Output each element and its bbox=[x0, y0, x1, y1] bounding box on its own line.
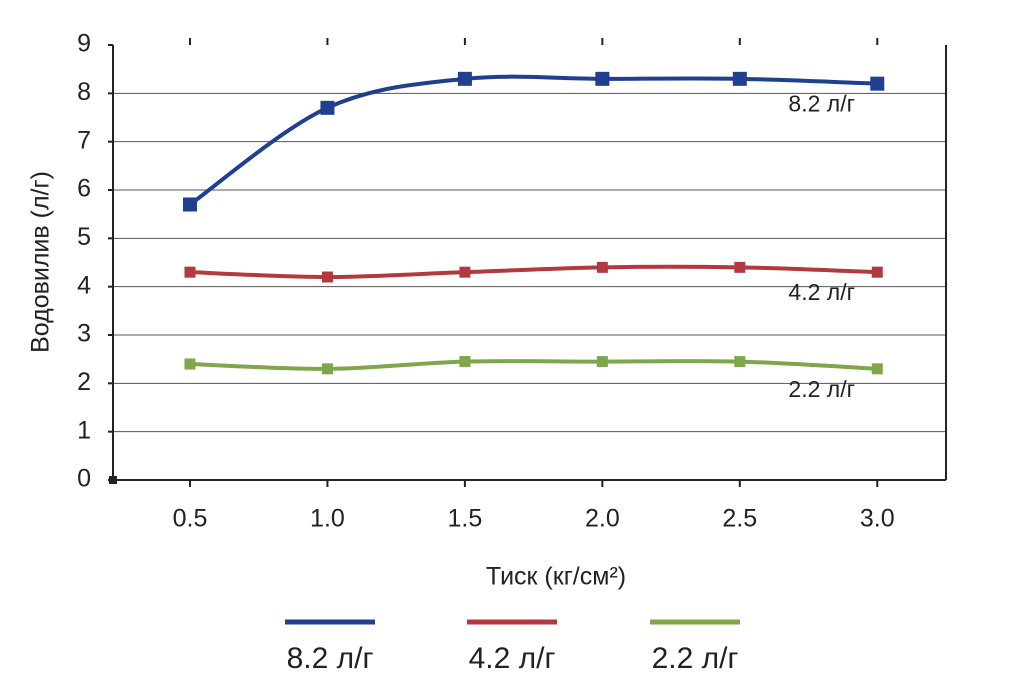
x-tick-label: 2.5 bbox=[722, 505, 757, 533]
data-point bbox=[457, 71, 472, 86]
data-point bbox=[459, 356, 471, 368]
y-tick-label: 7 bbox=[77, 126, 91, 154]
x-tick-label: 1.5 bbox=[448, 505, 483, 533]
data-point bbox=[734, 356, 746, 368]
data-point bbox=[321, 271, 333, 283]
series-annotation: 2.2 л/г bbox=[788, 376, 855, 402]
data-point bbox=[182, 197, 197, 212]
data-point bbox=[320, 100, 335, 115]
origin-marker bbox=[109, 476, 117, 484]
y-axis-title: Водовилив (л/г) bbox=[27, 171, 55, 353]
data-point bbox=[459, 266, 471, 278]
data-point bbox=[871, 266, 883, 278]
y-tick-label: 3 bbox=[77, 320, 91, 348]
legend-label: 4.2 л/г bbox=[469, 642, 556, 675]
data-point bbox=[321, 363, 333, 375]
series-line bbox=[189, 264, 878, 280]
series-annotation: 8.2 л/г bbox=[788, 91, 855, 117]
y-tick-label: 2 bbox=[77, 368, 91, 396]
y-tick-label: 1 bbox=[77, 416, 91, 444]
data-point bbox=[871, 363, 883, 375]
y-tick-label: 0 bbox=[77, 465, 91, 493]
x-tick-label: 3.0 bbox=[860, 505, 895, 533]
series-line bbox=[188, 74, 878, 207]
legend-label: 8.2 л/г bbox=[287, 642, 374, 675]
data-point bbox=[184, 358, 196, 370]
data-point bbox=[596, 356, 608, 368]
y-tick-label: 9 bbox=[77, 30, 91, 58]
data-point bbox=[734, 261, 746, 273]
x-tick-label: 1.0 bbox=[310, 505, 345, 533]
y-tick-label: 8 bbox=[77, 78, 91, 106]
y-tick-label: 6 bbox=[77, 175, 91, 203]
x-tick-label: 2.0 bbox=[585, 505, 620, 533]
data-point bbox=[732, 71, 747, 86]
data-point bbox=[870, 76, 885, 91]
y-tick-label: 5 bbox=[77, 223, 91, 251]
series-annotation: 4.2 л/г bbox=[788, 279, 855, 305]
legend-label: 2.2 л/г bbox=[652, 642, 739, 675]
series-line bbox=[189, 359, 878, 371]
x-axis-title: Тиск (кг/см²) bbox=[486, 563, 626, 591]
x-tick-label: 0.5 bbox=[173, 505, 208, 533]
data-point bbox=[595, 71, 610, 86]
y-tick-label: 4 bbox=[77, 271, 91, 299]
data-point bbox=[184, 266, 196, 278]
data-point bbox=[596, 261, 608, 273]
